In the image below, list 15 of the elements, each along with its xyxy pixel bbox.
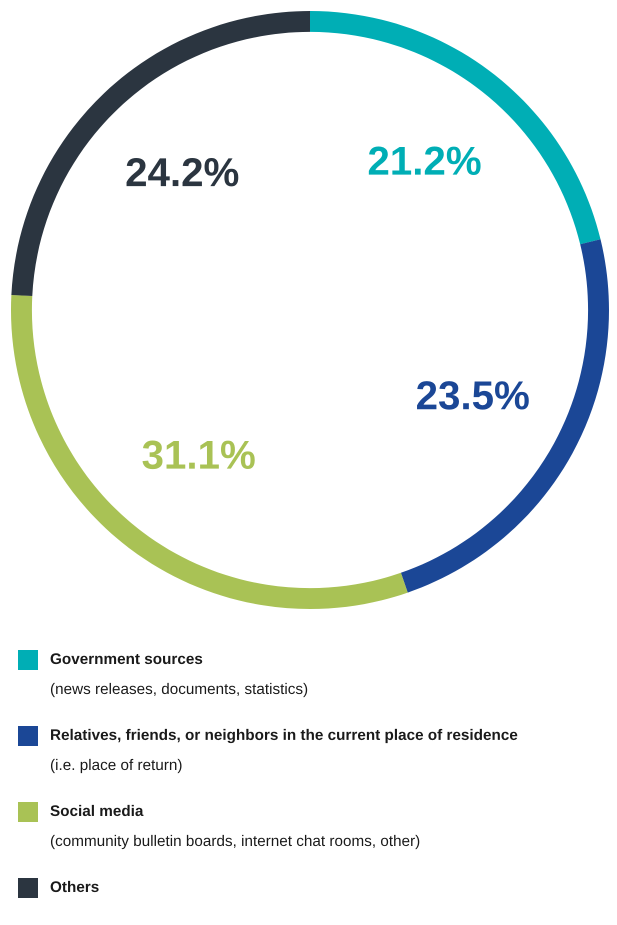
data-label: 31.1% (142, 440, 255, 470)
text: (news releases, documents, statistics) (50, 682, 308, 698)
data-label: 23.5% (417, 381, 529, 410)
donut-slice (310, 10, 601, 244)
data-label: 21.2% (368, 146, 481, 175)
legend-label: Relatives, friends, or neighbors in the current place of residence (51, 728, 518, 744)
data-label: 24.2% (126, 158, 238, 186)
legend-label: Others (50, 880, 99, 892)
text: (i.e. place of return) (50, 758, 182, 774)
donut-slice (400, 239, 609, 593)
legend-label: Government sources (50, 653, 202, 664)
donut-slice (11, 294, 408, 609)
text: (community bulletin boards, internet chat rooms, other) (50, 834, 420, 850)
donut-slice (11, 10, 310, 296)
legend-label: Social media (50, 804, 144, 816)
